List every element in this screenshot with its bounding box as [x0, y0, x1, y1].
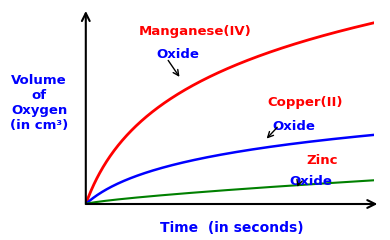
Text: Zinc: Zinc: [307, 154, 338, 167]
Text: Oxide: Oxide: [157, 48, 200, 61]
Text: Oxide: Oxide: [289, 175, 332, 188]
Text: Volume
of
Oxygen
(in cm³): Volume of Oxygen (in cm³): [10, 74, 68, 132]
Text: Copper(II): Copper(II): [268, 96, 343, 109]
Text: Manganese(IV): Manganese(IV): [139, 25, 252, 38]
Text: Oxide: Oxide: [272, 120, 315, 132]
Text: Time  (in seconds): Time (in seconds): [160, 221, 304, 235]
